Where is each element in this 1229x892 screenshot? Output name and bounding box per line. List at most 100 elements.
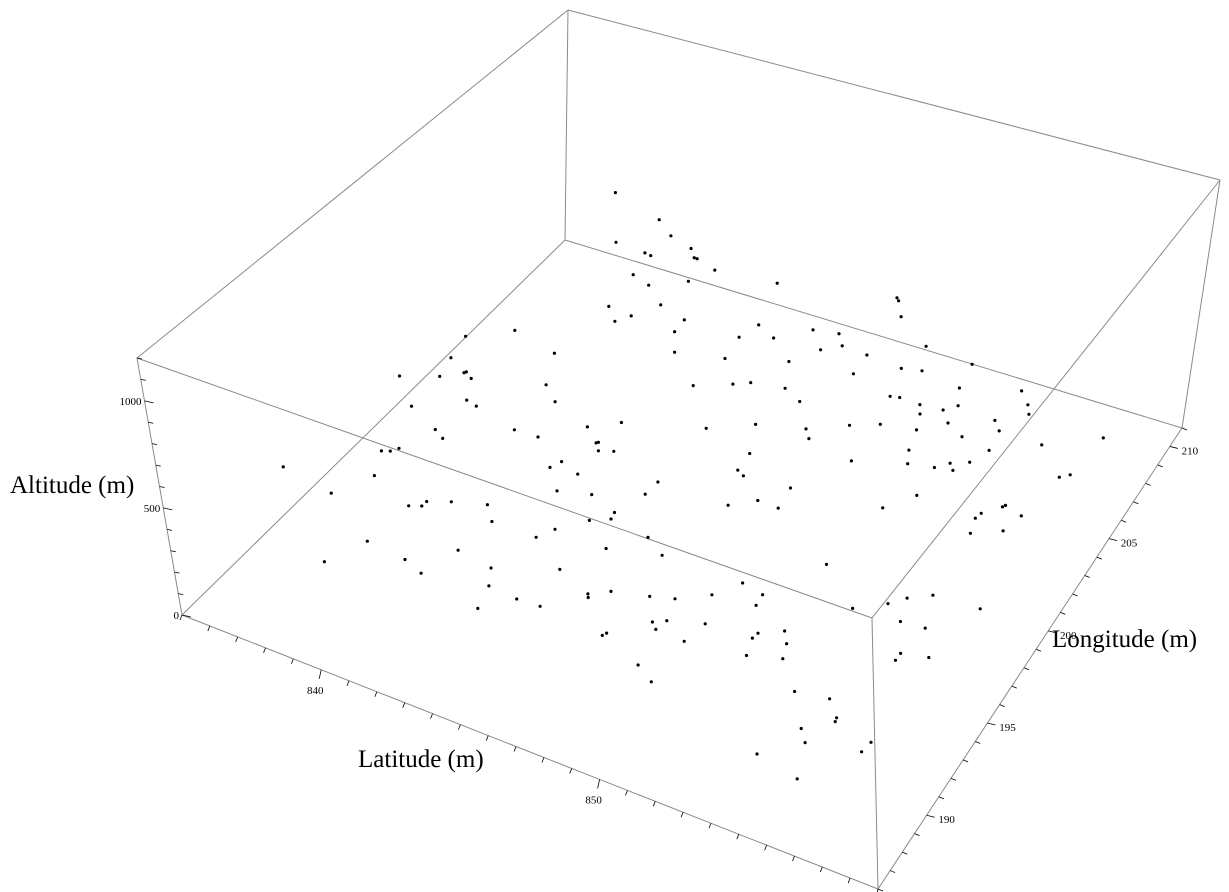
data-point [489,566,493,570]
data-point [553,527,557,531]
longitude-tick [1121,519,1127,523]
data-point [772,336,776,340]
data-point [1003,503,1008,507]
data-point [783,629,787,633]
altitude-tick-label: 500 [144,503,161,515]
data-point [553,400,557,404]
data-point [837,332,841,336]
data-point [927,655,931,660]
data-point [1068,473,1072,477]
data-point [548,465,552,469]
data-point [656,480,660,484]
longitude-tick [902,851,908,855]
data-point [485,503,489,507]
data-point [748,451,752,456]
latitude-axis-label: Latitude (m) [358,746,484,773]
data-point [793,689,797,694]
data-point [686,279,691,283]
data-point [409,404,414,408]
data-point [754,603,758,608]
data-point [558,567,562,572]
data-point [886,602,890,606]
data-point [704,426,708,430]
box-edge [564,239,1183,429]
longitude-tick [877,888,884,892]
latitude-tick [179,614,183,621]
longitude-tick-label: 190 [938,814,955,826]
data-point [968,460,972,464]
data-point [403,557,407,562]
data-point [899,315,903,319]
latitude-tick [625,790,628,796]
longitude-tick [987,722,996,726]
bounding-box [136,9,1221,890]
data-point [918,403,922,407]
altitude-tick [136,357,143,360]
longitude-tick [890,870,896,873]
data-point [803,741,807,745]
data-point [799,726,803,731]
longitude-tick [950,777,957,781]
data-point [783,386,787,390]
data-point [476,606,480,611]
data-point [849,459,854,463]
data-point [824,562,829,567]
data-point [487,584,491,588]
longitude-tick-label: 195 [999,722,1016,734]
data-point [723,356,727,361]
data-point [669,234,673,238]
altitude-tick [174,571,180,574]
data-point [648,594,652,599]
altitude-tick-label: 1000 [120,396,143,408]
data-point [828,697,832,701]
data-point [322,560,326,564]
latitude-tick [430,713,433,719]
data-point [798,399,802,404]
data-point [587,518,592,523]
data-point [741,474,746,478]
latitude-tick [764,845,768,851]
data-point [1000,505,1005,509]
box-edge [181,239,566,616]
box-edge [564,9,569,241]
data-point [609,589,613,594]
data-point [420,504,424,508]
data-point [775,281,779,285]
data-point [819,348,823,352]
data-point [888,394,892,398]
altitude-tick [163,507,173,511]
altitude-tick [140,379,146,381]
latitude-tick [708,823,712,829]
data-point [920,369,924,373]
latitude-tick [207,625,211,632]
longitude-tick [938,796,944,800]
longitude-tick [926,814,935,818]
longitude-tick [1108,538,1118,542]
latitude-tick [680,812,684,818]
data-point [914,428,919,432]
data-point [776,506,780,510]
data-point [869,740,873,744]
latitude-tick-label: 850 [585,794,602,806]
data-point [469,376,473,381]
data-point [673,330,677,334]
data-point [513,328,517,332]
data-point [788,486,793,490]
data-point [1020,389,1024,393]
latitude-tick [819,866,823,873]
data-point [851,372,856,376]
data-point [833,720,837,724]
latitude-tick [569,768,573,774]
box-edge [871,179,1221,619]
latitude-tick [847,877,851,884]
axis-tick-labels: 05001000840850860190195200205210 [120,396,1199,826]
data-point [997,429,1001,433]
data-point [811,328,815,332]
data-point [536,435,540,439]
box-edge [567,9,1221,181]
latitude-tick [541,757,545,763]
data-point [692,256,696,260]
longitude-tick [1072,593,1078,597]
data-point [538,604,542,608]
